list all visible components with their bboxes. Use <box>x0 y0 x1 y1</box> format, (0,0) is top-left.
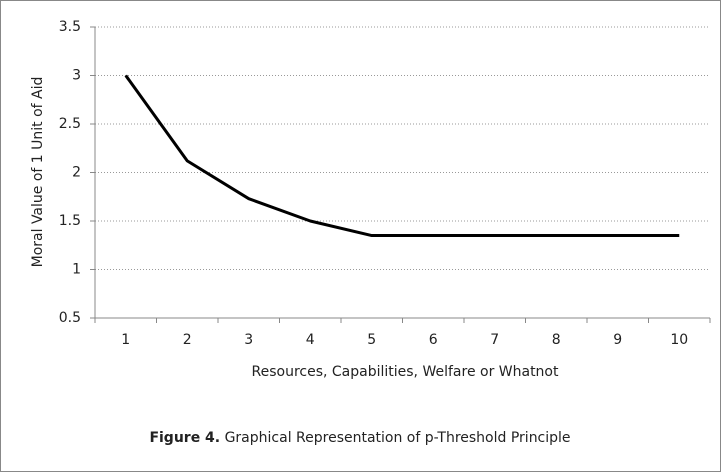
x-tick-label: 2 <box>183 332 192 348</box>
caption-text: Graphical Representation of p-Threshold … <box>225 430 571 446</box>
y-tick-label: 3 <box>72 68 81 84</box>
x-axis-label: Resources, Capabilities, Welfare or What… <box>252 364 559 380</box>
y-axis-label: Moral Value of 1 Unit of Aid <box>30 77 46 268</box>
x-tick-label: 1 <box>121 332 130 348</box>
x-tick-label: 8 <box>552 332 561 348</box>
x-tick-label: 6 <box>429 332 438 348</box>
x-tick-label: 3 <box>244 332 253 348</box>
x-tick-label: 7 <box>490 332 499 348</box>
x-tick-label: 10 <box>670 332 688 348</box>
caption-label: Figure 4. <box>149 430 220 446</box>
caption: Figure 4. Graphical Representation of p-… <box>149 430 570 446</box>
x-tick-label: 4 <box>306 332 315 348</box>
line-series <box>124 74 680 238</box>
x-tick-label: 5 <box>367 332 376 348</box>
y-tick-label: 2 <box>72 165 81 181</box>
y-tick-label: 2.5 <box>59 116 81 132</box>
y-tick-label: 0.5 <box>59 310 81 326</box>
y-tick-label: 1 <box>72 262 81 278</box>
x-tick-label: 9 <box>613 332 622 348</box>
y-tick-label: 1.5 <box>59 213 81 229</box>
y-tick-label: 3.5 <box>59 19 81 35</box>
